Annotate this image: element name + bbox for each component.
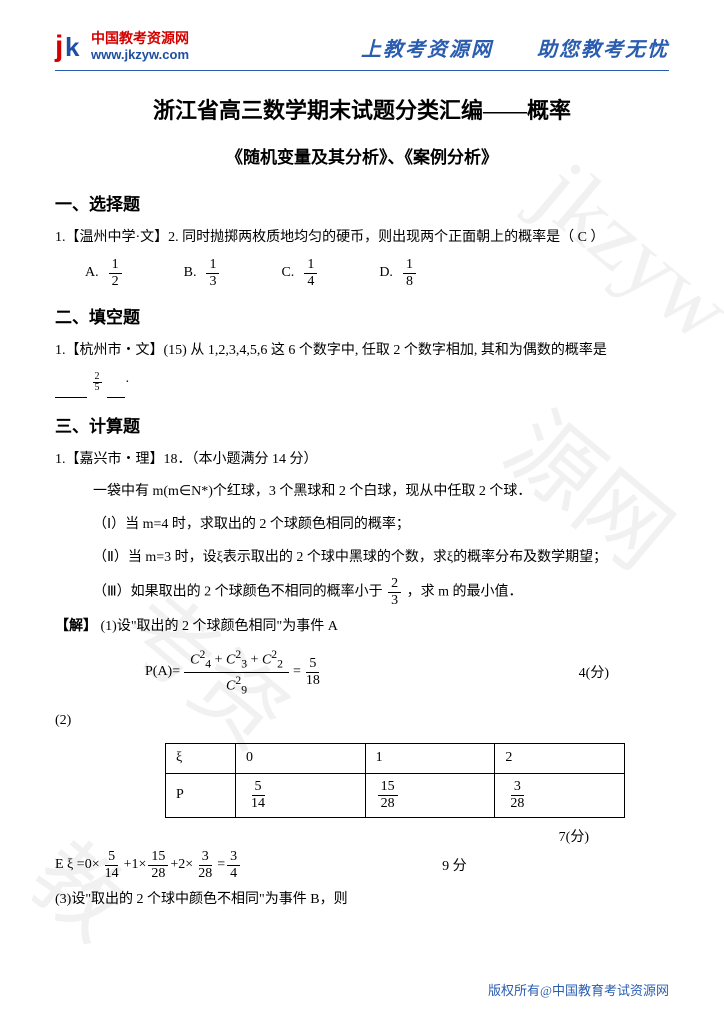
opt-d-den: 8 (403, 274, 416, 289)
section-1-heading: 一、选择题 (55, 190, 669, 215)
q2-tail: · (125, 375, 130, 390)
question-3: 1.【嘉兴市・理】18．（本小题满分 14 分） (55, 447, 669, 474)
q3-p3-post: ，求 m 的最小值． (407, 585, 523, 600)
pa-res-den: 18 (303, 673, 323, 688)
p1-den: 28 (378, 796, 398, 811)
q3-line1: 一袋中有 m(m∈N*)个红球，3 个黑球和 2 个白球，现从中任取 2 个球． (93, 479, 669, 506)
q3-sol1: (1)设"取出的 2 个球颜色相同"为事件 A (97, 619, 338, 634)
opt-a-den: 2 (109, 274, 122, 289)
opt-d-num: 1 (403, 258, 416, 274)
q3-part1: （Ⅰ）当 m=4 时，求取出的 2 个球颜色相同的概率； (93, 512, 669, 539)
option-b: B. 13 (184, 258, 222, 289)
q2-stem: 从 1,2,3,4,5,6 这 6 个数字中, 任取 2 个数字相加, 其和为偶… (187, 343, 607, 358)
site-logo: jk 中国教考资源网 www.jkzyw.com (55, 30, 189, 64)
q1-prefix: 1.【温州中学·文】2. (55, 230, 179, 245)
p2-num: 3 (511, 780, 524, 796)
option-c: C. 14 (281, 258, 319, 289)
section-3-heading: 三、计算题 (55, 412, 669, 437)
q3-solution: 【解】 (1)设"取出的 2 个球颜色相同"为事件 A (55, 614, 669, 641)
q2-answer-line: 25 · (55, 370, 669, 398)
p2-den: 28 (507, 796, 527, 811)
solution-label: 【解】 (55, 619, 97, 634)
exp-p1: +1× (124, 857, 147, 873)
tbl-r0: P (166, 773, 236, 817)
tbl-p2: 328 (495, 773, 625, 817)
page-footer: 版权所有@中国教育考试资源网 (488, 980, 669, 999)
tbl-h3: 2 (495, 743, 625, 773)
opt-c-label: C. (281, 265, 294, 281)
exp-eq: = (217, 857, 225, 873)
score-9: 9 分 (442, 855, 467, 875)
pa-res-num: 5 (306, 657, 319, 673)
opt-b-den: 3 (206, 274, 219, 289)
header-slogan: 上教考资源网 助您教考无忧 (361, 33, 669, 62)
document-title: 浙江省高三数学期末试题分类汇编——概率 (55, 93, 669, 125)
e0-num: 5 (105, 850, 118, 866)
score-7: 7(分) (55, 826, 669, 846)
section-2-heading: 二、填空题 (55, 303, 669, 328)
e1-den: 28 (148, 866, 168, 881)
pa-eq: = (293, 664, 301, 680)
q3-p3-den: 3 (388, 593, 401, 608)
e1-num: 15 (148, 850, 168, 866)
opt-c-den: 4 (304, 274, 317, 289)
q1-options: A. 12 B. 13 C. 14 D. 18 (85, 258, 669, 289)
exp-pre: E ξ =0× (55, 857, 100, 873)
opt-a-label: A. (85, 265, 99, 281)
tbl-h0: ξ (166, 743, 236, 773)
document-subtitle: 《随机变量及其分析》、《案例分析》 (55, 143, 669, 168)
page-header: jk 中国教考资源网 www.jkzyw.com 上教考资源网 助您教考无忧 (55, 30, 669, 71)
q3-p3-num: 2 (388, 577, 401, 593)
q3-part2-label: (2) (55, 708, 669, 735)
tbl-h2: 1 (365, 743, 495, 773)
p0-num: 5 (252, 780, 265, 796)
option-d: D. 18 (379, 258, 418, 289)
q3-sol3: (3)设"取出的 2 个球中颜色不相同"为事件 B，则 (55, 887, 669, 914)
jk-logo-icon: jk (55, 30, 85, 64)
er-num: 3 (227, 850, 240, 866)
tbl-p0: 514 (236, 773, 366, 817)
opt-d-label: D. (379, 265, 393, 281)
q3-pa-formula: P(A)= C24 + C23 + C22 C29 = 518 4(分) (145, 647, 669, 698)
er-den: 4 (227, 866, 240, 881)
option-a: A. 12 (85, 258, 124, 289)
logo-url-text: www.jkzyw.com (91, 48, 189, 62)
tbl-p1: 1528 (365, 773, 495, 817)
opt-a-num: 1 (109, 258, 122, 274)
q3-score: （本小题满分 14 分） (192, 452, 318, 467)
opt-b-label: B. (184, 265, 197, 281)
expectation-formula: E ξ =0× 514 +1× 1528 +2× 328 = 34 9 分 (55, 850, 669, 881)
e2-den: 28 (195, 866, 215, 881)
q3-part2: （Ⅱ）当 m=3 时，设ξ表示取出的 2 个球中黑球的个数，求ξ的概率分布及数学… (93, 545, 669, 572)
logo-cn-text: 中国教考资源网 (91, 32, 189, 47)
q3-p3-pre: （Ⅲ）如果取出的 2 个球颜色不相同的概率小于 (93, 585, 383, 600)
q3-prefix: 1.【嘉兴市・理】18． (55, 452, 192, 467)
opt-b-num: 1 (206, 258, 219, 274)
exp-p2: +2× (170, 857, 193, 873)
opt-c-num: 1 (304, 258, 317, 274)
q3-part3: （Ⅲ）如果取出的 2 个球颜色不相同的概率小于 23 ，求 m 的最小值． (93, 577, 669, 608)
question-2: 1.【杭州市・文】(15) 从 1,2,3,4,5,6 这 6 个数字中, 任取… (55, 338, 669, 365)
e0-den: 14 (102, 866, 122, 881)
e2-num: 3 (199, 850, 212, 866)
p1-num: 15 (378, 780, 398, 796)
pa-label: P(A)= (145, 664, 180, 680)
q2-ans-den: 5 (93, 383, 102, 393)
q1-stem: 同时抛掷两枚质地均匀的硬币，则出现两个正面朝上的概率是（ C ） (179, 230, 605, 245)
score-4: 4(分) (579, 662, 669, 682)
question-1: 1.【温州中学·文】2. 同时抛掷两枚质地均匀的硬币，则出现两个正面朝上的概率是… (55, 225, 669, 252)
tbl-h1: 0 (236, 743, 366, 773)
p0-den: 14 (248, 796, 268, 811)
q2-prefix: 1.【杭州市・文】(15) (55, 343, 187, 358)
distribution-table: ξ 0 1 2 P 514 1528 328 (165, 743, 669, 818)
